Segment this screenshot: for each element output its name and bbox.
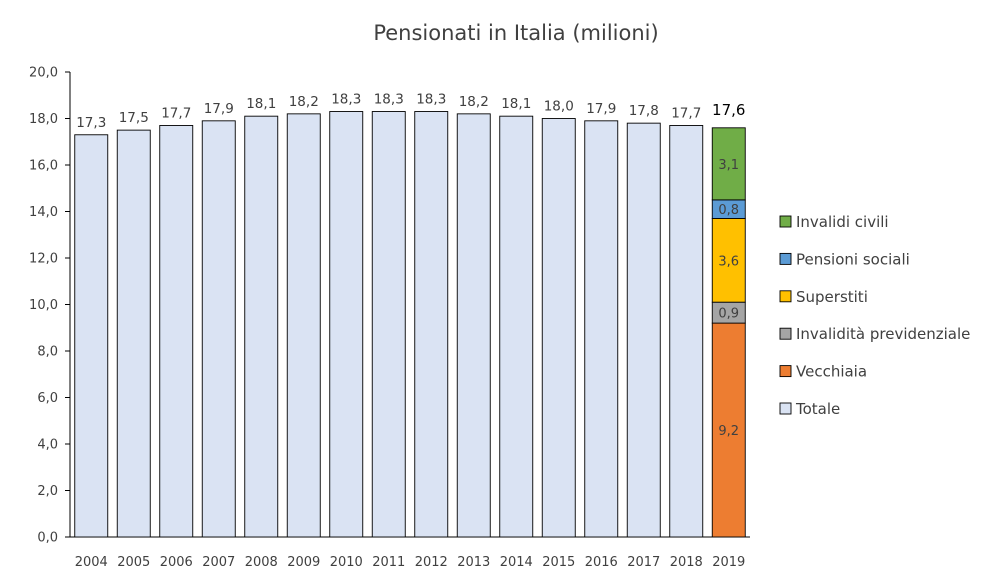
legend-swatch-pensioni-sociali [779,252,792,265]
data-label: 18,0 [544,99,574,115]
legend-swatch-invalidit-previdenziale [779,327,792,340]
segment-label-superstiti: 3,6 [718,254,739,269]
legend-swatch-superstiti [779,290,792,303]
data-label: 18,3 [416,92,446,108]
bar-totale [669,125,704,538]
legend-label-vecchiaia: Vecchiaia [796,363,867,381]
x-tick-label: 2010 [330,555,363,570]
x-tick-label: 2018 [670,555,703,570]
data-label: 18,2 [459,94,489,110]
data-label: 17,3 [76,115,106,131]
legend-label-invalidit-previdenziale: Invalidità previdenziale [796,325,970,343]
y-tick-label: 10,0 [29,298,58,313]
data-label: 17,7 [161,105,191,121]
y-tick-label: 16,0 [29,159,58,174]
x-tick-label: 2015 [542,555,575,570]
legend-label-superstiti: Superstiti [796,288,868,306]
legend-label-invalidi-civili: Invalidi civili [796,213,889,231]
bar-totale [456,113,491,538]
bar-totale [329,111,364,538]
x-tick-label: 2004 [75,555,108,570]
x-tick-label: 2013 [457,555,490,570]
y-tick-label: 2,0 [37,484,58,499]
x-tick-label: 2009 [287,555,320,570]
legend: Invalidi civili Pensioni sociali Superstit… [779,213,970,418]
x-tick-label: 2019 [712,555,745,570]
bar-totale [244,115,279,538]
x-tick-label: 2006 [160,555,193,570]
bar-totale [159,125,194,538]
x-tick-label: 2014 [500,555,533,570]
x-tick-label: 2017 [627,555,660,570]
data-label: 18,3 [374,92,404,108]
bar-segment-superstiti [711,218,746,303]
segment-label-invalidi-civili: 3,1 [718,158,739,173]
bar-totale [74,134,109,538]
y-tick-label: 6,0 [37,391,58,406]
y-axis: 0,0 2,0 4,0 6,0 8,0 10,0 12,0 14,0 16,0 18,0 20,0 [29,66,71,546]
bar-totale [626,122,661,538]
data-label: 18,1 [246,96,276,112]
bar-totale [286,113,321,538]
data-label: 17,5 [119,110,149,126]
x-tick-label: 2012 [415,555,448,570]
bar-segment-invalidi-civili [711,127,746,201]
x-tick-label: 2005 [117,555,150,570]
bar-totale [584,120,619,538]
legend-swatch-invalidi-civili [779,215,792,228]
chart-title: Pensionati in Italia (milioni) [373,21,658,45]
x-axis: 2004 2005 2006 2007 2008 2009 2010 2011 2012 2013… [70,536,750,570]
y-tick-label: 8,0 [37,345,58,360]
data-label: 17,9 [586,101,616,117]
bar-totale [116,129,151,538]
x-tick-label: 2016 [585,555,618,570]
legend-label-pensioni-sociali: Pensioni sociali [796,250,910,268]
segment-label-invalidit-previdenziale: 0,9 [718,307,739,322]
bars-group: 17,3 17,5 17,7 17,9 18,1 18,2 18,3 18,3 18,3 18,2… [74,92,746,538]
y-tick-label: 18,0 [29,112,58,127]
legend-label-totale: Totale [795,400,840,418]
segment-label-pensioni-sociali: 0,8 [718,203,739,218]
y-tick-label: 14,0 [29,205,58,220]
y-tick-label: 0,0 [37,531,58,546]
data-label: 17,8 [629,103,659,119]
bar-totale [414,111,449,538]
data-label: 17,7 [671,105,701,121]
y-tick-label: 4,0 [37,438,58,453]
data-label: 18,1 [501,96,531,112]
bar-segment-vecchiaia [711,322,746,538]
data-label: 18,2 [289,94,319,110]
x-tick-label: 2007 [202,555,235,570]
segment-label-vecchiaia: 9,2 [718,424,739,439]
bar-totale [541,118,576,538]
legend-swatch-totale [779,402,792,415]
bar-totale [371,111,406,538]
y-tick-label: 12,0 [29,252,58,267]
data-label: 18,3 [331,92,361,108]
x-tick-label: 2008 [245,555,278,570]
data-label: 17,9 [204,101,234,117]
legend-swatch-vecchiaia [779,365,792,378]
stack-total-label: 17,6 [712,101,745,119]
x-tick-label: 2011 [372,555,405,570]
bar-totale [201,120,236,538]
bar-totale [499,115,534,538]
y-tick-label: 20,0 [29,66,58,81]
